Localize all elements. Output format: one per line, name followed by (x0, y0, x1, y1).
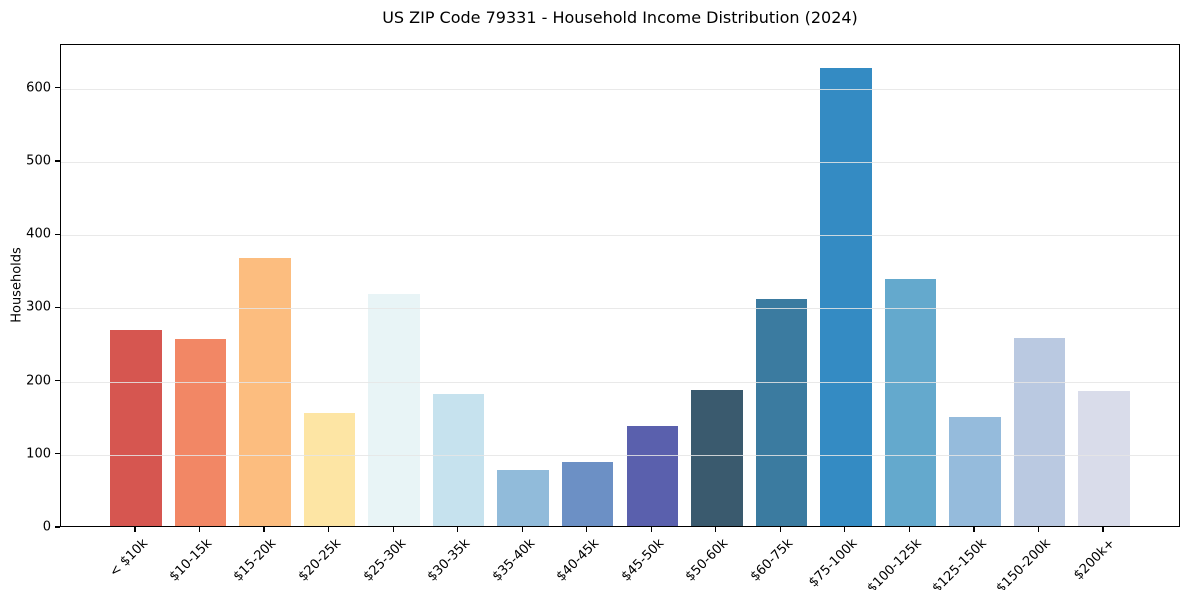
y-tick-mark (55, 160, 60, 162)
gridline-y-200 (61, 381, 1179, 383)
x-tick-mark (457, 527, 459, 532)
x-tick-label: $40-45k (553, 536, 603, 585)
bar-$50-60k (691, 389, 743, 526)
x-tick-label: $10-15k (166, 536, 216, 585)
x-tick-label: $125-150k (929, 536, 990, 590)
bar-$125-150k (949, 416, 1001, 526)
y-tick-mark (55, 233, 60, 235)
x-tick-label: $25-30k (360, 536, 409, 585)
bar-$30-35k (432, 393, 485, 526)
bar-$60-75k (755, 299, 808, 526)
bar-$15-20k (239, 258, 291, 526)
x-tick-mark (1102, 527, 1104, 532)
bar-< $10k (110, 329, 162, 526)
y-tick-mark (55, 380, 60, 382)
x-tick-mark (1037, 527, 1040, 532)
x-tick-mark (779, 527, 781, 532)
plot-area (60, 44, 1180, 527)
x-tick-label: $20-25k (295, 536, 345, 585)
x-tick-label: < $10k (106, 536, 151, 581)
chart-title: US ZIP Code 79331 - Household Income Dis… (382, 8, 858, 27)
bar-$45-50k (626, 426, 679, 526)
gridline-y-400 (61, 235, 1179, 237)
y-tick-label: 200 (26, 373, 51, 389)
x-tick-label: $200k+ (1071, 536, 1119, 584)
y-tick-label: 300 (26, 299, 51, 315)
y-tick-mark (55, 306, 60, 309)
x-tick-label: $150-200k (993, 536, 1055, 590)
x-tick-mark (263, 527, 265, 532)
bar-$25-30k (368, 294, 420, 526)
x-tick-label: $45-50k (618, 536, 667, 585)
x-tick-mark (973, 527, 975, 532)
bar-$35-40k (497, 470, 549, 526)
y-tick-label: 600 (26, 80, 51, 96)
x-tick-mark (586, 527, 588, 532)
bar-$40-45k (561, 462, 614, 526)
bar-$10-15k (174, 339, 227, 526)
gridline-y-600 (61, 88, 1179, 90)
x-tick-mark (198, 527, 201, 532)
bar-$20-25k (303, 413, 356, 526)
x-tick-label: $75-100k (806, 536, 861, 590)
y-tick-label: 0 (42, 519, 51, 535)
bar-$150-200k (1013, 337, 1066, 526)
bar-$200k+ (1078, 390, 1130, 526)
x-tick-mark (650, 527, 652, 532)
x-tick-mark (908, 527, 910, 532)
bar-$100-125k (884, 278, 937, 526)
x-tick-label: $60-75k (747, 536, 796, 585)
y-tick-mark (55, 453, 60, 455)
x-tick-label: $35-40k (489, 536, 538, 585)
gridline-y-300 (61, 308, 1179, 310)
gridline-y-500 (61, 162, 1179, 164)
y-tick-label: 100 (26, 446, 51, 462)
x-tick-mark (715, 527, 717, 532)
x-tick-mark (392, 527, 394, 532)
x-tick-label: $100-125k (864, 536, 925, 590)
x-tick-label: $50-60k (682, 536, 732, 585)
x-tick-label: $30-35k (424, 536, 474, 585)
x-tick-mark (134, 527, 136, 532)
x-tick-label: $15-20k (231, 536, 280, 585)
bar-$75-100k (820, 67, 872, 526)
gridline-y-100 (61, 454, 1179, 456)
x-tick-mark (521, 527, 523, 532)
x-tick-mark (844, 527, 846, 532)
y-tick-label: 500 (26, 153, 51, 169)
y-tick-mark (55, 526, 60, 528)
y-tick-label: 400 (26, 226, 51, 242)
x-tick-mark (328, 527, 330, 532)
y-tick-mark (55, 87, 60, 89)
